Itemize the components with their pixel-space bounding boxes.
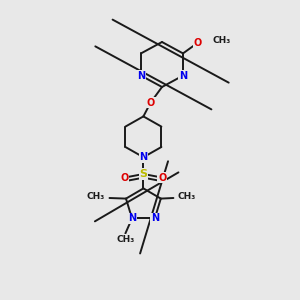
- Text: N: N: [137, 70, 145, 81]
- Text: N: N: [128, 213, 136, 224]
- Text: S: S: [140, 169, 147, 179]
- Text: CH₃: CH₃: [178, 192, 196, 201]
- Text: O: O: [158, 172, 166, 183]
- Text: N: N: [151, 213, 159, 224]
- Text: O: O: [194, 38, 202, 48]
- Text: CH₃: CH₃: [212, 36, 231, 45]
- Text: CH₃: CH₃: [87, 192, 105, 201]
- Text: N: N: [139, 152, 148, 162]
- Text: O: O: [146, 98, 155, 108]
- Text: N: N: [179, 70, 187, 81]
- Text: CH₃: CH₃: [116, 235, 134, 244]
- Text: O: O: [120, 172, 129, 183]
